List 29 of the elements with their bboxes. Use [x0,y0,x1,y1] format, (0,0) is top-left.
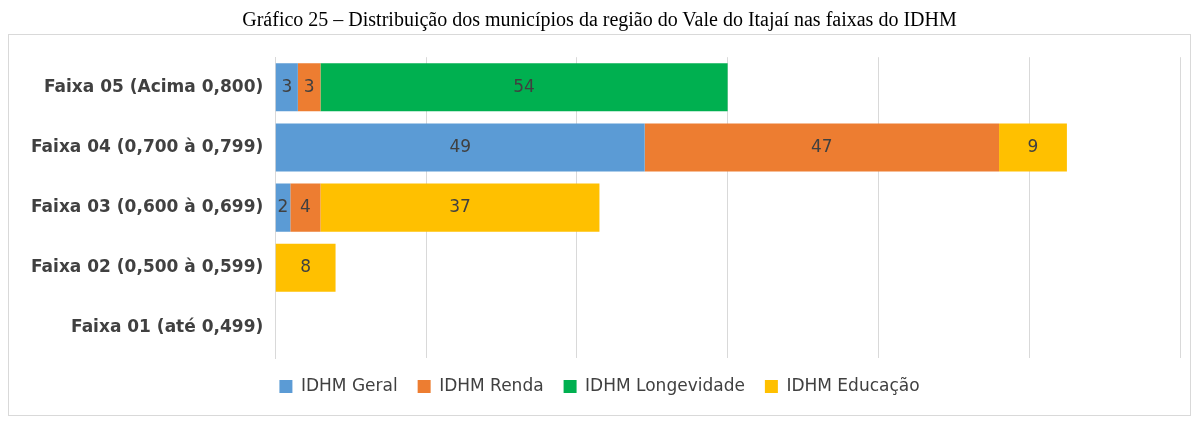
bar [297,63,321,112]
bar [275,63,298,112]
legend-label: IDHM Renda [439,374,544,395]
bar [644,123,1000,172]
chart-title: Gráfico 25 – Distribuição dos municípios da região do Vale do Itajaí nas faixas do IDHM [241,8,958,33]
bar [999,123,1067,172]
data-label: 8 [300,256,312,277]
y-tick-label: Faixa 01 (até 0,499) [71,316,264,337]
data-label: 2 [277,196,289,217]
data-label: 49 [449,135,472,156]
data-label: 47 [811,135,833,156]
legend-label: IDHM Geral [300,374,398,395]
y-tick-label: Faixa 05 (Acima 0,800) [43,75,264,96]
bar [320,183,600,232]
y-tick-label: Faixa 02 (0,500 à 0,599) [30,256,264,277]
bar [290,183,321,232]
data-label: 9 [1027,135,1039,156]
legend-label: IDHM Longevidade [585,374,745,395]
bar [275,243,336,292]
bar [275,123,645,172]
data-label: 37 [449,196,471,217]
data-label: 3 [303,75,315,96]
data-label: 4 [299,196,311,217]
bar [320,63,728,112]
legend-label: IDHM Educação [786,374,920,395]
y-tick-label: Faixa 04 (0,700 à 0,799) [30,135,264,156]
y-tick-label: Faixa 03 (0,600 à 0,699) [30,196,264,217]
data-label: 54 [513,75,535,96]
data-label: 3 [281,75,293,96]
